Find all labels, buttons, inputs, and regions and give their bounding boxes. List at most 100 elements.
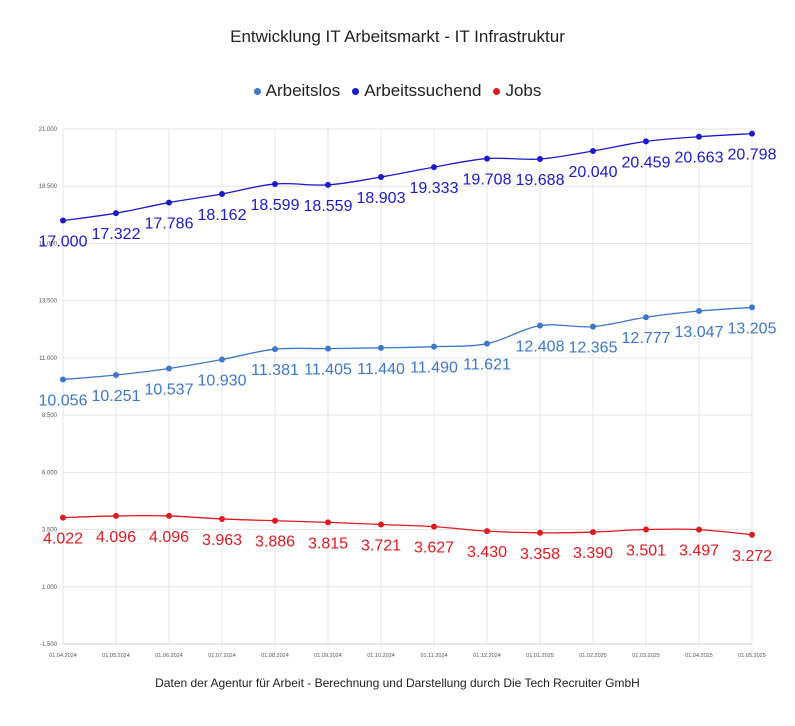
data-label-arbeitssuchend: 20.040 xyxy=(569,164,618,181)
data-point-arbeitslos xyxy=(643,314,649,321)
data-point-arbeitslos xyxy=(166,365,172,372)
data-label-jobs: 3.721 xyxy=(361,537,401,554)
y-tick-label: 18.500 xyxy=(39,184,58,190)
y-tick-label: 3.500 xyxy=(42,528,58,534)
data-point-jobs xyxy=(113,512,119,519)
series-line-arbeitssuchend xyxy=(62,132,753,222)
data-label-arbeitslos: 11.405 xyxy=(304,362,352,379)
data-point-arbeitssuchend xyxy=(537,156,543,163)
data-label-arbeitslos: 12.408 xyxy=(516,339,565,356)
data-label-arbeitslos: 10.251 xyxy=(92,388,141,405)
data-label-arbeitssuchend: 17.322 xyxy=(92,226,141,243)
data-label-arbeitssuchend: 17.000 xyxy=(39,234,88,251)
legend-label-jobs: Jobs xyxy=(505,81,542,100)
data-label-arbeitslos: 13.047 xyxy=(675,324,724,341)
legend-item-arbeitssuchend: Arbeitssuchend xyxy=(352,81,481,101)
data-point-arbeitslos xyxy=(378,344,384,351)
data-label-arbeitssuchend: 20.663 xyxy=(675,150,724,167)
data-label-arbeitslos: 11.381 xyxy=(251,362,299,379)
x-tick-label: 01.04.2025 xyxy=(685,653,713,659)
legend-swatch-arbeitssuchend xyxy=(352,87,360,95)
data-label-arbeitssuchend: 17.786 xyxy=(145,216,194,233)
data-label-jobs: 4.022 xyxy=(43,531,83,548)
data-label-jobs: 3.390 xyxy=(573,545,613,562)
data-label-arbeitslos: 10.056 xyxy=(39,392,88,409)
data-point-arbeitssuchend xyxy=(113,210,119,217)
data-label-arbeitssuchend: 18.559 xyxy=(304,198,353,215)
x-tick-label: 01.02.2025 xyxy=(579,653,607,659)
data-point-arbeitssuchend xyxy=(219,190,225,197)
data-label-arbeitssuchend: 19.688 xyxy=(516,172,565,189)
x-tick-label: 01.11.2024 xyxy=(420,653,447,659)
data-point-arbeitssuchend xyxy=(431,164,437,171)
y-tick-label: 16.000 xyxy=(39,241,58,247)
data-point-arbeitslos xyxy=(484,340,490,347)
data-label-arbeitssuchend: 18.599 xyxy=(251,197,300,214)
data-point-arbeitssuchend xyxy=(60,217,66,224)
x-tick-label: 01.08.2024 xyxy=(261,653,289,659)
data-point-jobs xyxy=(749,531,755,538)
x-tick-label: 01.03.2025 xyxy=(632,653,660,659)
data-point-arbeitssuchend xyxy=(696,133,702,140)
data-point-arbeitslos xyxy=(749,304,755,311)
data-label-jobs: 3.272 xyxy=(732,548,772,565)
data-label-arbeitslos: 13.205 xyxy=(728,320,777,337)
data-point-arbeitssuchend xyxy=(749,130,755,137)
data-point-jobs xyxy=(60,514,66,521)
x-tick-label: 01.10.2024 xyxy=(367,653,395,659)
x-tick-label: 01.06.2024 xyxy=(155,653,183,659)
data-point-jobs xyxy=(219,515,225,522)
x-tick-label: 01.09.2024 xyxy=(314,653,342,659)
y-tick-label: 1.000 xyxy=(42,585,58,591)
y-tick-label: 8.500 xyxy=(42,413,58,419)
x-tick-label: 01.07.2024 xyxy=(208,653,236,659)
legend-label-arbeitslos: Arbeitslos xyxy=(265,81,341,100)
data-point-jobs xyxy=(431,523,437,530)
data-label-jobs: 3.501 xyxy=(626,543,666,560)
legend-label-arbeitssuchend: Arbeitssuchend xyxy=(364,81,482,100)
data-label-jobs: 4.096 xyxy=(149,529,189,546)
data-label-arbeitslos: 10.537 xyxy=(145,381,194,398)
data-point-arbeitssuchend xyxy=(590,147,596,154)
data-label-arbeitslos: 11.490 xyxy=(410,360,458,377)
data-point-jobs xyxy=(537,529,543,536)
data-label-arbeitssuchend: 18.903 xyxy=(357,190,406,207)
y-tick-label: 11.000 xyxy=(39,356,58,362)
data-point-arbeitssuchend xyxy=(643,138,649,145)
data-label-arbeitslos: 11.621 xyxy=(463,357,511,374)
data-point-arbeitssuchend xyxy=(272,180,278,187)
x-tick-label: 01.12.2024 xyxy=(473,653,501,659)
data-point-arbeitslos xyxy=(113,372,119,379)
data-point-jobs xyxy=(696,526,702,533)
legend-item-jobs: Jobs xyxy=(493,81,541,101)
data-point-arbeitslos xyxy=(219,356,225,363)
data-label-arbeitssuchend: 18.162 xyxy=(198,207,247,224)
legend: Arbeitslos Arbeitssuchend Jobs xyxy=(0,81,795,101)
data-label-jobs: 3.815 xyxy=(308,535,348,552)
data-label-arbeitssuchend: 19.708 xyxy=(463,172,512,189)
data-label-jobs: 3.430 xyxy=(467,544,507,561)
data-point-arbeitslos xyxy=(696,308,702,315)
y-tick-label: 6.000 xyxy=(42,470,58,476)
data-point-arbeitssuchend xyxy=(484,155,490,162)
data-point-arbeitslos xyxy=(60,376,66,383)
data-point-arbeitssuchend xyxy=(378,173,384,180)
data-label-arbeitslos: 12.777 xyxy=(622,330,671,347)
legend-swatch-jobs xyxy=(493,87,501,95)
data-point-jobs xyxy=(484,528,490,535)
legend-item-arbeitslos: Arbeitslos xyxy=(253,81,341,101)
data-label-jobs: 3.963 xyxy=(202,532,242,549)
data-point-arbeitslos xyxy=(431,343,437,350)
x-tick-label: 01.01.2025 xyxy=(526,653,554,659)
x-tick-label: 01.05.2024 xyxy=(102,653,130,659)
data-point-arbeitslos xyxy=(272,346,278,353)
data-point-jobs xyxy=(166,512,172,519)
data-label-arbeitssuchend: 20.459 xyxy=(622,154,671,171)
data-point-arbeitslos xyxy=(590,323,596,330)
data-label-jobs: 3.886 xyxy=(255,534,295,551)
data-point-jobs xyxy=(643,526,649,533)
y-tick-label: 13.500 xyxy=(39,299,58,305)
x-tick-label: 01.05.2025 xyxy=(738,653,766,659)
